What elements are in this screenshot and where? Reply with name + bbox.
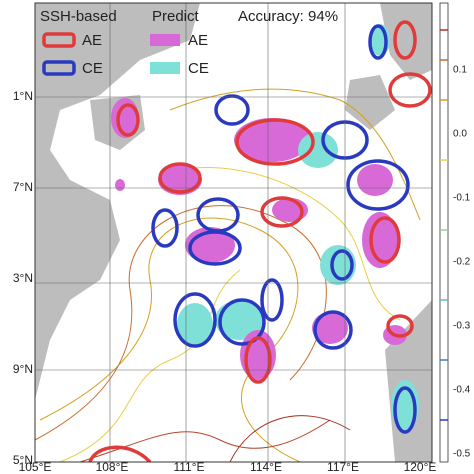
ssh-eddies xyxy=(88,20,432,462)
colorbar xyxy=(439,2,449,463)
land xyxy=(35,3,200,400)
lon-label: 114°E xyxy=(250,460,282,474)
legend-swatch xyxy=(150,62,180,74)
lat-label: 5°N xyxy=(13,453,33,467)
legend-swatch xyxy=(42,60,76,76)
land xyxy=(380,3,432,80)
colorbar-label: -0.1 xyxy=(453,193,471,204)
lon-label: 105°E xyxy=(19,460,52,474)
contours xyxy=(35,88,421,462)
colorbar-label: -0.4 xyxy=(453,385,471,396)
legend-header: Accuracy: 94% xyxy=(238,8,338,25)
legend-label: AE xyxy=(82,32,102,49)
map xyxy=(35,3,432,462)
colorbar-label: 0.0 xyxy=(453,129,467,140)
legend-label: CE xyxy=(188,60,209,77)
lat-label: 3°N xyxy=(13,271,33,285)
legend: SSH-based Predict Accuracy: 94% AE CE AE… xyxy=(40,8,338,77)
lat-label: 1°N xyxy=(13,89,33,103)
colorbar-label: -0.3 xyxy=(453,321,471,332)
legend-header: Predict xyxy=(152,8,200,25)
lat-label: 7°N xyxy=(13,180,33,194)
colorbar-label: 0.1 xyxy=(453,65,467,76)
lon-label: 108°E xyxy=(96,460,129,474)
colorbar-label: -0.5 xyxy=(453,449,471,460)
legend-label: AE xyxy=(188,32,208,49)
lon-label: 111°E xyxy=(173,460,204,474)
lon-label: 117°E xyxy=(327,460,359,474)
legend-header: SSH-based xyxy=(40,8,117,25)
legend-swatch xyxy=(42,32,76,48)
legend-swatch xyxy=(150,34,180,46)
map-frame xyxy=(34,2,433,463)
legend-label: CE xyxy=(82,60,103,77)
island xyxy=(345,75,395,130)
colorbar-label: -0.2 xyxy=(453,257,471,268)
lat-label: 9°N xyxy=(13,362,33,376)
grid xyxy=(35,3,432,462)
lon-label: 120°E xyxy=(404,460,437,474)
